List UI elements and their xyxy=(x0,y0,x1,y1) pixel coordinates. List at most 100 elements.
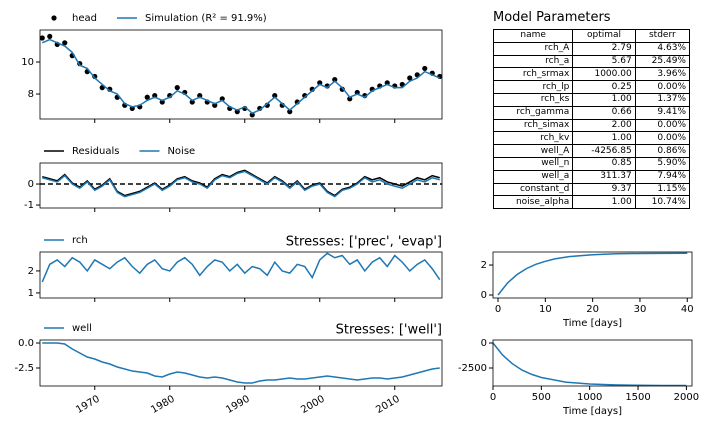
table-cell: 7.94% xyxy=(634,169,691,184)
table-cell: rch_srmax xyxy=(492,67,574,82)
x-tick-label: 40 xyxy=(681,304,694,315)
y-tick-label: 0 xyxy=(481,338,487,349)
table-row: rch_kv 1.00 0.00% xyxy=(492,131,691,146)
table-cell: 5.67 xyxy=(572,54,636,69)
table-cell: 2.79 xyxy=(572,41,636,56)
data-point xyxy=(152,93,158,99)
x-tick-label: 10 xyxy=(539,304,552,315)
x-tick-label: 30 xyxy=(634,304,647,315)
data-point xyxy=(174,85,180,91)
table-cell: 0.66 xyxy=(572,105,636,120)
panel-title: Stresses: ['prec', 'evap'] xyxy=(286,235,442,250)
table-row: rch_a 5.67 25.49% xyxy=(492,54,691,69)
table-row: rch_srmax 1000.00 3.96% xyxy=(492,67,691,82)
x-tick-label: 0 xyxy=(495,304,501,315)
table-cell: rch_ks xyxy=(492,92,574,107)
x-tick-label: 2010 xyxy=(374,394,402,416)
table-cell: well_n xyxy=(492,156,574,171)
y-tick-label: 0 xyxy=(481,290,487,301)
data-point xyxy=(317,80,323,86)
x-tick-label: 20 xyxy=(586,304,599,315)
x-tick-label: 1990 xyxy=(224,394,252,416)
header-row: name optimal stderr xyxy=(492,29,691,43)
series-line xyxy=(41,252,441,283)
legend-label: well xyxy=(72,323,92,334)
axes-frame xyxy=(39,29,443,120)
series-line xyxy=(41,38,441,115)
table-row: constant_d 9.37 1.15% xyxy=(492,182,691,197)
y-tick-label: 2 xyxy=(481,260,487,271)
y-tick-label: 1 xyxy=(28,288,34,299)
y-tick-label: 2 xyxy=(28,266,34,277)
series-line xyxy=(42,170,440,198)
table-cell: 0.00% xyxy=(634,118,691,133)
table-cell: 1.15% xyxy=(634,182,691,197)
table-cell: rch_simax xyxy=(492,118,574,133)
y-tick-label: 0.0 xyxy=(18,338,34,349)
table-cell: 2.00 xyxy=(572,118,636,133)
x-axis-label: Time [days] xyxy=(562,406,622,417)
data-point xyxy=(159,99,165,105)
x-tick-label: 0 xyxy=(490,392,496,403)
x-tick-label: 2000 xyxy=(299,394,327,416)
x-tick-label: 1500 xyxy=(625,392,650,403)
table-cell: 1.00 xyxy=(572,131,636,146)
table-row: rch_ks 1.00 1.37% xyxy=(492,92,691,107)
table-cell: 1000.00 xyxy=(572,67,636,82)
data-point xyxy=(272,93,278,99)
data-point xyxy=(384,80,390,86)
table-row: well_A -4256.85 0.86% xyxy=(492,144,691,158)
series-line xyxy=(493,342,687,386)
x-tick-label: 2000 xyxy=(674,392,699,403)
table-cell: noise_alpha xyxy=(492,195,574,210)
table-row: well_n 0.85 5.90% xyxy=(492,156,691,171)
data-point xyxy=(332,77,338,83)
y-tick-label: -1 xyxy=(24,200,34,211)
table-body: rch_A 2.79 4.63% rch_a 5.67 25.49% rch_srmax 10… xyxy=(492,41,691,210)
data-point xyxy=(62,40,68,46)
table-cell: rch_A xyxy=(492,41,574,56)
legend-marker xyxy=(51,15,57,21)
axes-frame xyxy=(492,251,693,299)
legend-label: Noise xyxy=(167,146,195,157)
x-tick-label: 1000 xyxy=(577,392,602,403)
table-cell: well_a xyxy=(492,169,574,184)
x-axis-label: Time [days] xyxy=(562,318,622,329)
x-tick-label: 1980 xyxy=(149,394,177,416)
column-header: stderr xyxy=(634,29,691,43)
data-point xyxy=(437,73,442,80)
table-row: rch_simax 2.00 0.00% xyxy=(492,118,691,133)
data-point xyxy=(144,94,150,100)
table-cell: 1.37% xyxy=(634,92,691,107)
table-cell: 0.00% xyxy=(634,80,691,94)
x-tick-label: 1970 xyxy=(74,394,102,416)
y-tick-label: -2.5 xyxy=(14,363,34,374)
table-cell: 0.00% xyxy=(634,131,691,146)
data-point xyxy=(234,109,240,115)
table-cell: -4256.85 xyxy=(572,144,636,158)
table-cell: rch_lp xyxy=(492,80,574,94)
table-cell: 4.63% xyxy=(634,41,691,56)
data-point xyxy=(219,96,225,102)
data-point xyxy=(407,75,413,81)
table-cell: 0.25 xyxy=(572,80,636,94)
table-cell: 10.74% xyxy=(634,195,691,210)
series-line xyxy=(42,342,440,384)
table-row: noise_alpha 1.00 10.74% xyxy=(492,195,691,210)
data-point xyxy=(354,89,360,96)
y-tick-label: 8 xyxy=(28,89,34,100)
table-row: well_a 311.37 7.94% xyxy=(492,169,691,184)
table-cell: rch_gamma xyxy=(492,105,574,120)
axes-frame xyxy=(39,251,443,299)
legend-label: Simulation (R² = 91.9%) xyxy=(145,13,267,24)
y-tick-label: -2500 xyxy=(458,363,487,374)
data-point xyxy=(347,96,353,102)
data-point xyxy=(287,109,293,115)
data-point xyxy=(189,99,195,105)
table-cell: constant_d xyxy=(492,182,574,197)
column-header: name xyxy=(492,29,574,43)
axes-frame xyxy=(39,339,443,387)
data-point xyxy=(92,73,98,80)
